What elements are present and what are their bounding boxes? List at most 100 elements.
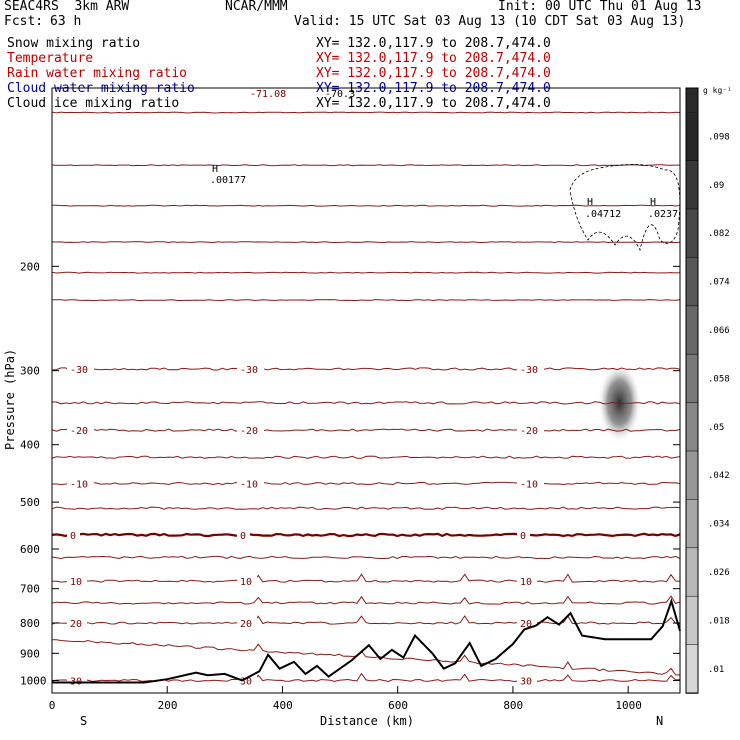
h-value-2: .04712 (585, 209, 621, 220)
field-xy-range: XY= 132.0,117.9 to 208.7,474.0 (316, 51, 551, 66)
isotherm-label-bg (237, 477, 264, 489)
colorbar-swatch (685, 208, 699, 259)
y-axis-title: Pressure (hPa) (3, 349, 17, 450)
isotherm-label-bg (237, 528, 250, 540)
isotherm-line (51, 555, 681, 560)
isotherm-label: -30 (70, 365, 88, 376)
fcst-label: Fcst: (4, 14, 44, 29)
y-tick-label: 200 (20, 260, 40, 273)
colorbar-swatch (685, 160, 699, 210)
isotherm-label: 20 (70, 619, 82, 630)
rain-water-shading (597, 362, 642, 443)
isotherm-line (51, 367, 681, 371)
isotherm-label: -10 (520, 479, 538, 490)
colorbar-swatch (685, 305, 699, 355)
colorbar-swatch (685, 450, 699, 501)
field-xy-range: XY= 132.0,117.9 to 208.7,474.0 (316, 66, 551, 81)
y-tick-label: 300 (20, 365, 40, 378)
colorbar-swatch (685, 499, 699, 549)
y-tick-label: 500 (20, 496, 40, 509)
colorbar-tick-label: .05 (708, 423, 724, 433)
isotherm-label: -20 (520, 426, 538, 437)
isotherm-line (51, 455, 681, 459)
isotherm-label-bg (517, 424, 544, 436)
y-tick-label: 700 (20, 583, 40, 596)
isotherm-label: -30 (520, 365, 538, 376)
isotherm-label: 30 (520, 676, 532, 687)
colorbar-tick-label: .042 (708, 471, 730, 481)
colorbar-tick-label: .026 (708, 568, 730, 578)
isotherm-label-bg (237, 575, 257, 587)
isotherm-label-bg (517, 528, 530, 540)
isotherm-line (52, 204, 681, 207)
colorbar-swatch (685, 402, 699, 452)
cloud-ice-contour (569, 164, 681, 252)
isotherm-label: 20 (520, 619, 532, 630)
isotherm-line (51, 481, 681, 486)
isotherm-line (51, 428, 681, 432)
valid-time: Valid: 15 UTC Sat 03 Aug 13 (10 CDT Sat … (294, 14, 686, 29)
x-tick-label: 200 (158, 699, 178, 712)
isotherm-label-bg (67, 477, 94, 489)
isotherm-label: 10 (70, 577, 82, 588)
colorbar-tick-label: .034 (708, 520, 730, 530)
isotherm-label: -30 (240, 365, 258, 376)
x-tick-label: 800 (503, 699, 523, 712)
isotherm-label-bg (517, 477, 544, 489)
isotherm-label-bg (517, 617, 537, 629)
isotherm-label: 10 (240, 577, 252, 588)
isotherm-label: -10 (240, 479, 258, 490)
isotherm-line (52, 639, 681, 676)
colorbar-swatch (685, 644, 699, 694)
colorbar-tick-label: .074 (708, 278, 730, 288)
isotherm-line (51, 271, 681, 274)
isotherm-line (51, 615, 681, 625)
isotherm-line (52, 401, 681, 405)
colorbar-top (686, 88, 698, 113)
x-tick-label: 0 (49, 699, 56, 712)
y-tick-label: 800 (20, 617, 40, 630)
x-tick-label: 1000 (615, 699, 642, 712)
isotherm-label-bg (67, 528, 80, 540)
colorbar-swatch (685, 595, 699, 646)
isotherm-label: -10 (70, 479, 88, 490)
colorbar-tick-label: .09 (708, 181, 724, 191)
y-tick-label: 900 (20, 647, 40, 660)
model-title: SEAC4RS 3km ARW (4, 0, 130, 14)
isotherm-label: 0 (520, 531, 526, 542)
colorbar-frame (685, 87, 699, 694)
colorbar-units: g kg⁻¹ (703, 86, 732, 95)
isotherm-line (51, 241, 681, 244)
plot-frame (51, 87, 681, 694)
colorbar-swatch (685, 547, 699, 597)
isotherm-label-bg (237, 424, 264, 436)
isotherm-label-bg (237, 674, 257, 686)
isotherm-label: 0 (70, 531, 76, 542)
isotherm-label-bg (237, 362, 264, 374)
isotherm-label: 20 (240, 619, 252, 630)
field-xy-range: XY= 132.0,117.9 to 208.7,474.0 (316, 36, 551, 51)
isotherm-line (51, 672, 681, 683)
field-name: Cloud ice mixing ratio (7, 96, 180, 111)
field-name: Snow mixing ratio (7, 36, 141, 51)
field-name: Temperature (7, 51, 94, 66)
h-value-3: .0237 (648, 209, 678, 220)
colorbar-tick-label: .018 (708, 616, 730, 626)
colorbar-tick-label: .066 (708, 326, 730, 336)
y-tick-label: 400 (20, 439, 40, 452)
isotherm-label: 30 (240, 676, 252, 687)
isotherm-label-bg (67, 617, 87, 629)
isotherm-line (51, 506, 681, 510)
isotherm-label-bg (67, 674, 87, 686)
colorbar-tick-label: .082 (708, 229, 730, 239)
terrain-profile (52, 597, 681, 684)
h-marker-1: H (212, 164, 218, 175)
field-name: Cloud water mixing ratio (7, 81, 195, 96)
isotherm-label-bg (517, 575, 537, 587)
isotherm-label-bg (237, 617, 257, 629)
isotherm-line (51, 595, 681, 605)
isotherm-label: -20 (70, 426, 88, 437)
isotherm-line (51, 532, 681, 538)
isotherm-line (52, 299, 681, 302)
